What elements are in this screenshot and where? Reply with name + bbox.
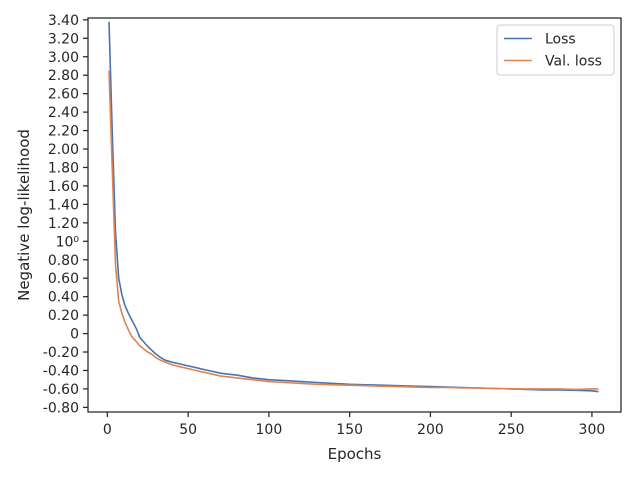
x-axis-label: Epochs [328, 445, 382, 463]
y-axis-label: Negative log-likelihood [15, 129, 33, 301]
series-layer [108, 21, 599, 393]
y-tick-label: 1.60 [48, 179, 79, 195]
plot-frame [87, 17, 622, 413]
x-tick-label: 100 [256, 422, 283, 438]
y-axis-ticks: -0.80 -0.60 -0.40 -0.20 0 0.20 0.40 0.60 0.80 10⁰… [43, 13, 88, 416]
y-tick-label: -0.60 [43, 382, 79, 398]
plot-area [88, 18, 621, 412]
x-tick-label: 150 [336, 422, 363, 438]
y-tick-label: 0 [70, 327, 79, 343]
y-tick-label: 1.40 [48, 197, 79, 213]
y-tick-label: 2.20 [48, 124, 79, 140]
y-tick-label: 1.20 [48, 216, 79, 232]
y-tick-label: -0.20 [43, 345, 79, 361]
x-axis-ticks: 0 50 100 150 200 250 300 [103, 412, 605, 438]
y-tick-label: 3.40 [48, 13, 79, 29]
series-line-val-loss [108, 70, 599, 391]
y-tick-label: 2.40 [48, 105, 79, 121]
y-tick-label: 10⁰ [56, 234, 80, 250]
legend-box [496, 24, 615, 76]
x-tick-label: 200 [417, 422, 444, 438]
y-tick-label: 0.20 [48, 308, 79, 324]
x-tick-label: 300 [579, 422, 606, 438]
y-tick-label: 1.80 [48, 160, 79, 176]
x-tick-label: 0 [103, 422, 112, 438]
legend-label-val-loss: Val. loss [545, 54, 602, 70]
y-tick-label: 2.00 [48, 142, 79, 158]
y-tick-label: 2.60 [48, 87, 79, 103]
x-tick-label: 250 [498, 422, 525, 438]
y-tick-label: -0.40 [43, 363, 79, 379]
legend: Loss Val. loss [496, 24, 615, 76]
x-tick-label: 50 [179, 422, 197, 438]
legend-label-loss: Loss [545, 32, 576, 48]
y-tick-label: 0.40 [48, 290, 79, 306]
y-tick-label: 3.00 [48, 50, 79, 66]
y-tick-label: 3.20 [48, 31, 79, 47]
y-tick-label: -0.80 [43, 400, 79, 416]
y-tick-label: 0.60 [48, 271, 79, 287]
y-tick-label: 2.80 [48, 68, 79, 84]
y-tick-label: 0.80 [48, 253, 79, 269]
